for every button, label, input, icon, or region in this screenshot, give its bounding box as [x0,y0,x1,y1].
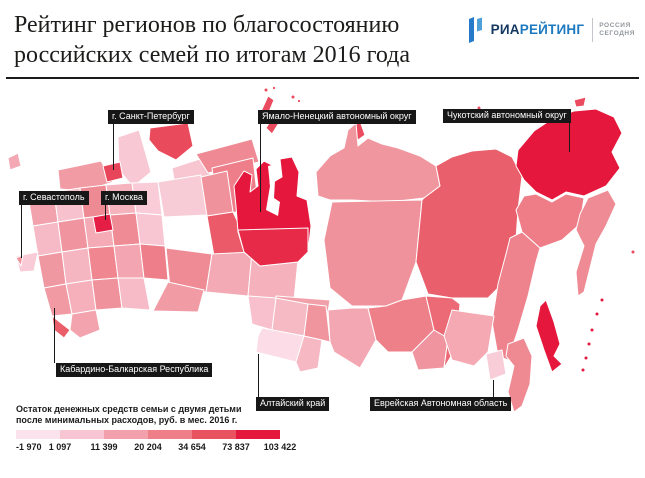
region-sakhalin [535,299,563,373]
callout-sevastopol: г. Севастополь [19,191,89,205]
ria-bars-icon [468,17,482,43]
region-altai-krai [255,327,305,363]
legend-color-segment [192,430,236,439]
region-primorye [505,337,533,413]
brand-name-rating: РЕЙТИНГ [519,22,585,37]
callout-lines [21,122,570,397]
brand-name: РИАРЕЙТИНГ [491,16,585,44]
legend-value: 103 422 [263,442,297,452]
legend-values: -1 970 1 097 11 399 20 204 34 654 73 837 103 4… [0,442,340,454]
callout-altai-krai: Алтайский край [256,397,330,411]
callout-yamalo-nenets: Ямало-Ненецкий автономный округ [258,110,416,124]
brand-agency: РОССИЯ СЕГОДНЯ [599,22,635,38]
brand-divider [592,18,594,42]
callout-jewish-autonomous: Еврейская Автономная область [370,397,512,411]
brand-agency-line1: РОССИЯ [599,22,631,29]
legend-value: 34 654 [178,442,206,452]
legend-color-segment [236,430,280,439]
region-kamchatka [575,189,617,297]
region-moscow [92,213,114,234]
legend-value: 11 399 [90,442,118,452]
legend-caption-line1: Остаток денежных средств семьи с двумя д… [16,404,242,414]
region-murmansk [148,122,194,161]
brand-agency-line2: СЕГОДНЯ [599,30,635,37]
region-kabardino-balkaria [51,315,71,339]
region-kaliningrad [7,152,22,171]
legend-color-segment [148,430,192,439]
legend-value: 20 204 [134,442,162,452]
legend-color-bar [16,430,280,439]
callout-moscow: г. Москва [101,191,147,205]
page-title-line2: российских семей по итогам 2016 года [14,42,410,68]
legend-color-segment [104,430,148,439]
callout-saint-petersburg: г. Санкт-Петербург [108,110,194,124]
brand-name-ria: РИА [490,22,520,37]
page-title: Рейтинг регионов по благосостоянию росси… [14,10,410,70]
region-jewish-autonomous [485,349,507,381]
legend-caption: Остаток денежных средств семьи с двумя д… [16,404,241,426]
legend-caption-line2: после минимальных расходов, руб. в мес. … [16,415,238,425]
callout-chukotka: Чукотский автономный округ [443,109,571,123]
legend-value: -1 970 [16,442,42,452]
callout-kabardino-balkaria: Кабардино-Балкарская Республика [56,363,213,377]
legend-value: 73 837 [222,442,250,452]
legend-value: 1 097 [48,442,72,452]
header-rule [6,77,639,79]
legend-color-segment [16,430,60,439]
page-title-line1: Рейтинг регионов по благосостоянию [14,12,400,38]
legend-color-segment [60,430,104,439]
ria-rating-logo: РИАРЕЙТИНГ РОССИЯ СЕГОДНЯ [468,16,635,44]
region-saint-petersburg [102,161,124,183]
region-shapes [7,85,636,413]
